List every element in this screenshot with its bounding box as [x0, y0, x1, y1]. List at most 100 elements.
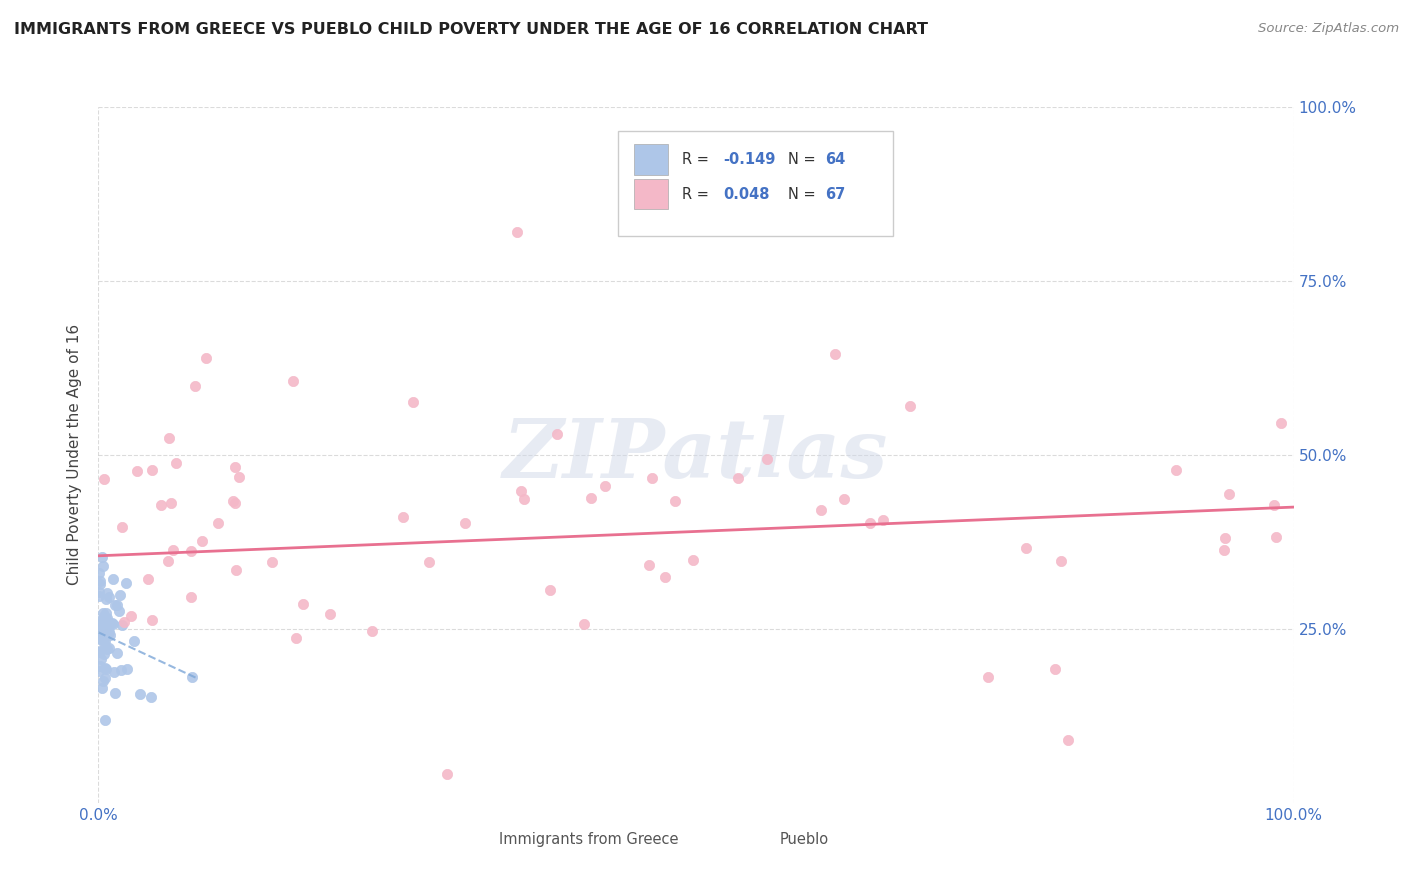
Point: [111, 520, 134, 534]
Text: ZIPatlas: ZIPatlas: [503, 415, 889, 495]
Point: [87, 645, 110, 659]
Point: [1213, 531, 1236, 545]
Point: [98, 628, 121, 642]
Text: N =: N =: [787, 152, 820, 167]
Point: [87, 615, 110, 629]
Point: [111, 618, 134, 632]
Point: [94, 592, 117, 607]
Point: [97, 641, 120, 656]
Text: 64: 64: [825, 152, 845, 167]
Point: [654, 569, 676, 583]
Point: [127, 464, 149, 478]
Point: [90, 620, 112, 634]
Point: [97, 624, 120, 638]
Point: [94, 619, 117, 633]
Point: [101, 616, 124, 631]
Point: [402, 394, 425, 409]
Point: [195, 351, 218, 365]
Point: [513, 492, 536, 507]
Point: [98, 590, 121, 604]
Point: [664, 493, 686, 508]
Point: [90, 550, 112, 565]
Point: [103, 665, 125, 680]
Point: [191, 533, 214, 548]
Point: [93, 472, 115, 486]
Point: [228, 469, 250, 483]
Point: [572, 617, 595, 632]
Point: [101, 572, 124, 586]
Point: [91, 673, 114, 688]
Point: [207, 516, 229, 530]
Point: [129, 687, 152, 701]
Point: [141, 613, 163, 627]
Point: [104, 686, 127, 700]
Point: [454, 516, 477, 530]
Point: [859, 516, 882, 531]
Point: [579, 491, 602, 505]
Point: [183, 379, 205, 393]
Point: [89, 643, 111, 657]
Point: [1263, 498, 1285, 512]
Point: [114, 576, 136, 591]
Point: [108, 604, 131, 618]
Point: [90, 615, 112, 630]
Text: Immigrants from Greece: Immigrants from Greece: [499, 832, 678, 847]
Point: [89, 632, 111, 646]
Point: [122, 634, 145, 648]
Point: [224, 496, 246, 510]
Point: [641, 471, 664, 485]
Point: [90, 652, 112, 666]
Point: [115, 662, 138, 676]
Point: [157, 431, 180, 445]
Point: [157, 554, 180, 568]
Point: [1045, 662, 1067, 676]
Point: [292, 597, 315, 611]
Point: [87, 632, 110, 646]
Point: [89, 577, 111, 591]
Point: [89, 664, 111, 678]
Text: R =: R =: [682, 152, 713, 167]
Text: 67: 67: [825, 186, 845, 202]
Point: [506, 225, 529, 239]
Point: [96, 627, 118, 641]
Point: [872, 513, 894, 527]
Point: [136, 572, 159, 586]
Point: [89, 574, 111, 588]
Point: [98, 625, 121, 640]
Point: [832, 491, 855, 506]
Point: [94, 634, 117, 648]
Text: -0.149: -0.149: [724, 152, 776, 167]
Y-axis label: Child Poverty Under the Age of 16: Child Poverty Under the Age of 16: [67, 325, 83, 585]
Point: [824, 347, 846, 361]
Point: [91, 633, 114, 648]
Point: [101, 616, 124, 631]
FancyBboxPatch shape: [619, 131, 893, 235]
Point: [120, 609, 142, 624]
Point: [181, 670, 204, 684]
Point: [546, 426, 568, 441]
Point: [149, 498, 172, 512]
Point: [93, 635, 115, 649]
Point: [1270, 416, 1292, 430]
FancyBboxPatch shape: [634, 144, 668, 175]
Text: Pueblo: Pueblo: [779, 832, 828, 847]
Point: [1050, 554, 1073, 568]
Point: [93, 647, 115, 661]
Point: [1218, 487, 1240, 501]
Point: [96, 615, 118, 629]
Point: [108, 588, 131, 602]
Point: [222, 493, 245, 508]
Point: [105, 646, 128, 660]
Point: [262, 555, 284, 569]
Point: [141, 463, 163, 477]
Point: [318, 607, 340, 622]
FancyBboxPatch shape: [634, 178, 668, 210]
Point: [510, 483, 533, 498]
Point: [87, 589, 110, 603]
Point: [91, 606, 114, 620]
Text: Source: ZipAtlas.com: Source: ZipAtlas.com: [1258, 22, 1399, 36]
Text: 0.048: 0.048: [724, 186, 770, 202]
Point: [87, 584, 110, 599]
FancyBboxPatch shape: [461, 831, 492, 855]
Point: [97, 621, 120, 635]
